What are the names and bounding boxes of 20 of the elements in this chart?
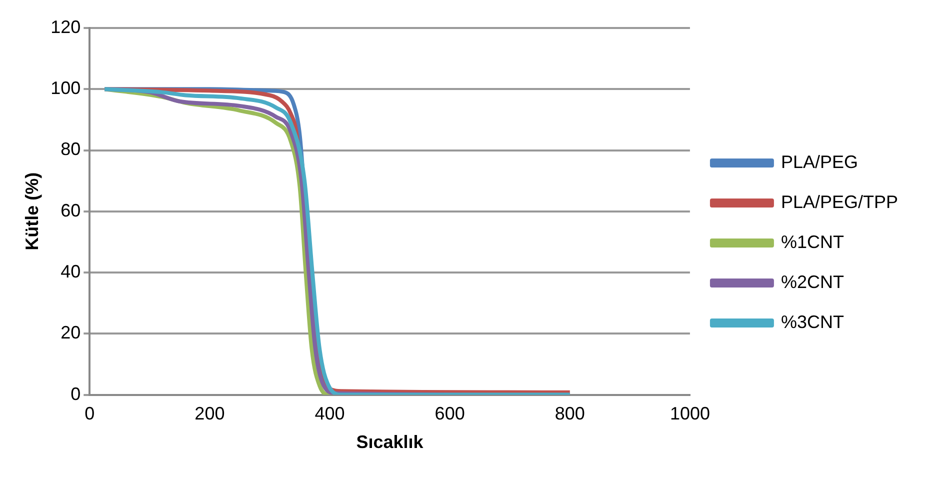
x-tick-label: 1000 [670, 404, 710, 424]
x-tick-label: 400 [314, 404, 345, 424]
y-tick-label: 60 [60, 200, 81, 220]
legend-label: PLA/PEG [780, 152, 858, 172]
y-tick-label: 40 [60, 262, 81, 282]
y-tick-label: 80 [60, 139, 81, 160]
x-tick-label: 0 [84, 404, 95, 424]
y-tick-label: 20 [60, 322, 81, 343]
legend-label: %2CNT [780, 272, 844, 292]
legend-label: %3CNT [780, 312, 844, 332]
x-tick-label: 200 [194, 404, 225, 424]
y-tick-label: 120 [50, 16, 81, 37]
y-axis-title: Kütle (%) [22, 172, 42, 250]
legend-label: %1CNT [780, 232, 844, 252]
y-tick-label: 0 [70, 384, 81, 404]
x-axis-title: Sıcaklık [356, 432, 424, 452]
y-tick-label: 100 [50, 78, 81, 98]
legend-label: PLA/PEG/TPP [780, 192, 898, 212]
x-tick-label: 600 [434, 404, 465, 424]
x-tick-label: 800 [554, 404, 585, 424]
